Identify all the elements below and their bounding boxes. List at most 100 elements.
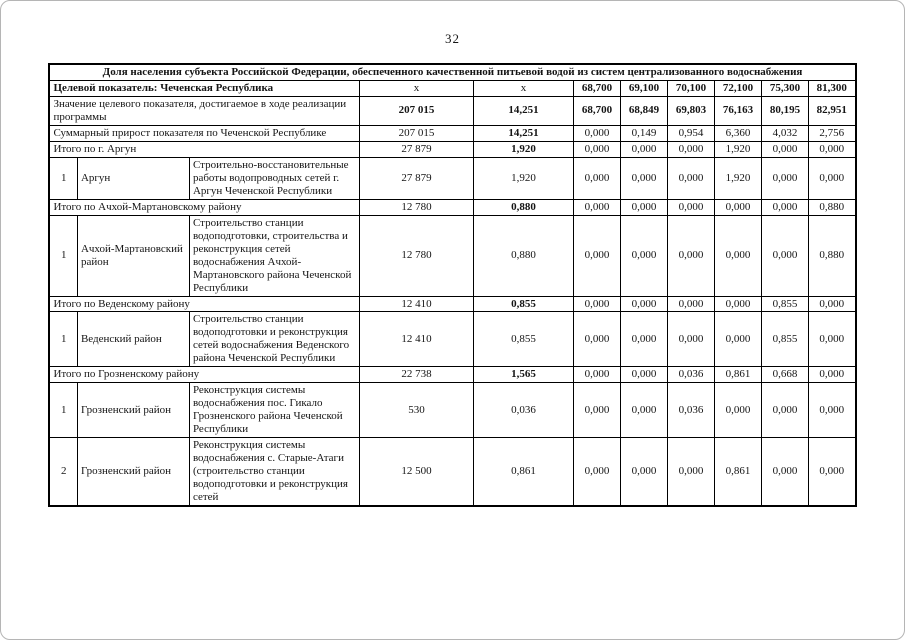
year-cell: 68,700 bbox=[572, 79, 621, 97]
year-cell: 0,000 bbox=[713, 198, 762, 216]
district-name-cell: Грозненский район bbox=[76, 382, 190, 439]
year-cell: 70,100 bbox=[666, 79, 715, 97]
table-row: Целевой показатель: Чеченская Республика… bbox=[48, 79, 857, 97]
value-cell: 530 bbox=[358, 382, 474, 439]
value-cell: 0,036 bbox=[472, 382, 574, 439]
year-cell: 0,000 bbox=[807, 140, 857, 158]
table-row: Итого по г. Аргун 27 879 1,920 0,000 0,0… bbox=[48, 140, 857, 158]
year-cell: 0,855 bbox=[760, 295, 809, 313]
value-cell: x bbox=[358, 79, 474, 97]
year-cell: 0,861 bbox=[713, 437, 762, 507]
table-title: Доля населения субъекта Российской Федер… bbox=[48, 63, 857, 81]
value-cell: 1,920 bbox=[472, 140, 574, 158]
value-cell: 12 410 bbox=[358, 311, 474, 368]
row-label-cell: Итого по Ачхой-Мартановскому району bbox=[48, 198, 360, 216]
year-cell: 0,954 bbox=[666, 124, 715, 142]
table-row: 1 Аргун Строительно-восстановительные ра… bbox=[48, 156, 857, 200]
year-cell: 0,000 bbox=[713, 382, 762, 439]
table-title-row: Доля населения субъекта Российской Федер… bbox=[48, 63, 857, 81]
year-cell: 0,000 bbox=[572, 140, 621, 158]
year-cell: 0,000 bbox=[666, 156, 715, 200]
year-cell: 0,880 bbox=[807, 198, 857, 216]
year-cell: 1,920 bbox=[713, 140, 762, 158]
year-cell: 0,000 bbox=[807, 156, 857, 200]
year-cell: 0,000 bbox=[760, 437, 809, 507]
year-cell: 0,000 bbox=[619, 140, 668, 158]
value-cell: 0,880 bbox=[472, 198, 574, 216]
year-cell: 0,000 bbox=[572, 124, 621, 142]
year-cell: 0,149 bbox=[619, 124, 668, 142]
year-cell: 0,000 bbox=[760, 214, 809, 297]
year-cell: 0,000 bbox=[572, 198, 621, 216]
year-cell: 76,163 bbox=[713, 95, 762, 126]
year-cell: 0,000 bbox=[666, 437, 715, 507]
year-cell: 0,000 bbox=[713, 311, 762, 368]
year-cell: 0,036 bbox=[666, 382, 715, 439]
value-cell: 0,855 bbox=[472, 311, 574, 368]
year-cell: 0,000 bbox=[619, 295, 668, 313]
table-row: Значение целевого показателя, достигаемо… bbox=[48, 95, 857, 126]
year-cell: 0,000 bbox=[572, 156, 621, 200]
year-cell: 0,000 bbox=[666, 295, 715, 313]
table-row: Итого по Грозненскому району 22 738 1,56… bbox=[48, 366, 857, 384]
row-label-cell: Итого по г. Аргун bbox=[48, 140, 360, 158]
value-cell: 1,920 bbox=[472, 156, 574, 200]
year-cell: 0,668 bbox=[760, 366, 809, 384]
year-cell: 69,803 bbox=[666, 95, 715, 126]
value-cell: 12 500 bbox=[358, 437, 474, 507]
row-number-cell: 2 bbox=[48, 437, 78, 507]
table-row: 1 Веденский район Строительство станции … bbox=[48, 311, 857, 368]
year-cell: 0,000 bbox=[572, 311, 621, 368]
value-cell: 0,861 bbox=[472, 437, 574, 507]
year-cell: 72,100 bbox=[713, 79, 762, 97]
year-cell: 82,951 bbox=[807, 95, 857, 126]
district-name-cell: Веденский район bbox=[76, 311, 190, 368]
row-label-cell: Значение целевого показателя, достигаемо… bbox=[48, 95, 360, 126]
year-cell: 80,195 bbox=[760, 95, 809, 126]
value-cell: 207 015 bbox=[358, 95, 474, 126]
year-cell: 0,000 bbox=[807, 366, 857, 384]
value-cell: 0,855 bbox=[472, 295, 574, 313]
district-name-cell: Ачхой-Мартановский район bbox=[76, 214, 190, 297]
row-number-cell: 1 bbox=[48, 311, 78, 368]
value-cell: 14,251 bbox=[472, 95, 574, 126]
year-cell: 81,300 bbox=[807, 79, 857, 97]
year-cell: 0,000 bbox=[807, 311, 857, 368]
year-cell: 0,000 bbox=[760, 382, 809, 439]
row-label-cell: Итого по Веденскому району bbox=[48, 295, 360, 313]
year-cell: 0,000 bbox=[619, 311, 668, 368]
year-cell: 0,000 bbox=[619, 214, 668, 297]
value-cell: 12 780 bbox=[358, 198, 474, 216]
value-cell: 14,251 bbox=[472, 124, 574, 142]
year-cell: 0,000 bbox=[760, 156, 809, 200]
row-number-cell: 1 bbox=[48, 156, 78, 200]
year-cell: 0,855 bbox=[760, 311, 809, 368]
row-label-cell: Суммарный прирост показателя по Чеченско… bbox=[48, 124, 360, 142]
year-cell: 75,300 bbox=[760, 79, 809, 97]
value-cell: 12 410 bbox=[358, 295, 474, 313]
year-cell: 68,700 bbox=[572, 95, 621, 126]
year-cell: 0,000 bbox=[713, 295, 762, 313]
year-cell: 0,000 bbox=[619, 437, 668, 507]
row-number-cell: 1 bbox=[48, 214, 78, 297]
value-cell: 27 879 bbox=[358, 156, 474, 200]
work-description-cell: Реконструкция системы водоснабжения пос.… bbox=[188, 382, 360, 439]
year-cell: 0,000 bbox=[572, 366, 621, 384]
year-cell: 0,036 bbox=[666, 366, 715, 384]
work-description-cell: Строительство станции водоподготовки и р… bbox=[188, 311, 360, 368]
work-description-cell: Строительно-восстановительные работы вод… bbox=[188, 156, 360, 200]
year-cell: 0,000 bbox=[619, 156, 668, 200]
table-row: Итого по Веденскому району 12 410 0,855 … bbox=[48, 295, 857, 313]
year-cell: 2,756 bbox=[807, 124, 857, 142]
year-cell: 0,000 bbox=[572, 437, 621, 507]
year-cell: 0,000 bbox=[807, 295, 857, 313]
row-label-cell: Итого по Грозненскому району bbox=[48, 366, 360, 384]
year-cell: 0,000 bbox=[619, 366, 668, 384]
row-number-cell: 1 bbox=[48, 382, 78, 439]
value-cell: 12 780 bbox=[358, 214, 474, 297]
year-cell: 1,920 bbox=[713, 156, 762, 200]
year-cell: 0,000 bbox=[666, 214, 715, 297]
year-cell: 6,360 bbox=[713, 124, 762, 142]
year-cell: 0,000 bbox=[713, 214, 762, 297]
